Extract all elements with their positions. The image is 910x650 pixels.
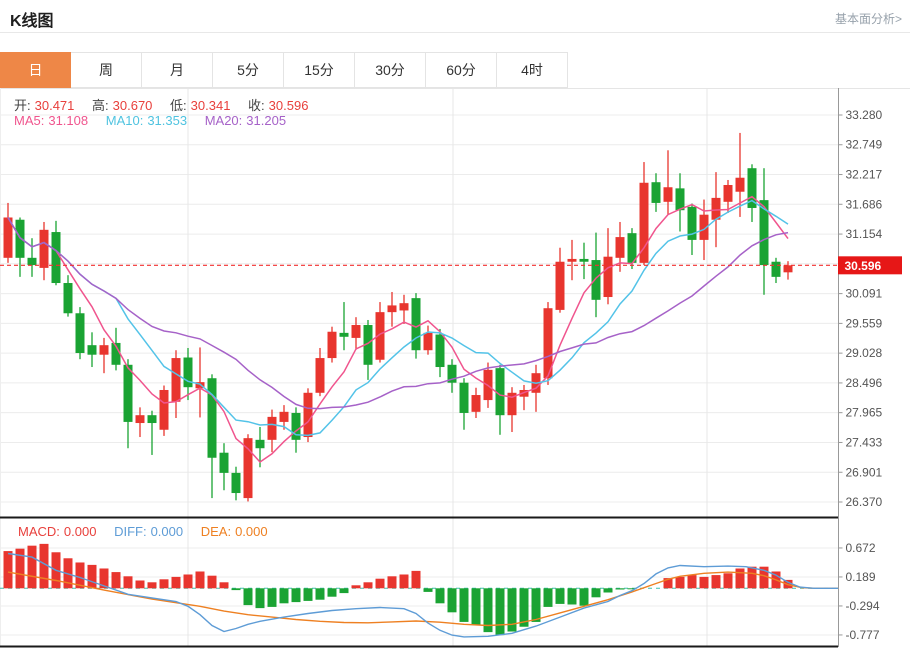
svg-text:32.749: 32.749 [846,138,883,152]
tab-day[interactable]: 日 [0,52,71,88]
svg-text:31.154: 31.154 [846,227,883,241]
svg-text:26.901: 26.901 [846,465,883,479]
fundamental-analysis-link[interactable]: 基本面分析> [834,12,902,26]
tab-week[interactable]: 周 [71,52,142,88]
bottom-border [0,645,838,648]
ma20-line [7,217,789,410]
tab-15min[interactable]: 15分 [284,52,355,88]
kline-chart-svg[interactable]: 33.280 32.749 32.217 31.686 31.154 30.091 29.5… [0,88,910,650]
svg-text:26.370: 26.370 [846,495,883,509]
page-title: K线图 [10,13,54,30]
tab-30min[interactable]: 30分 [355,52,426,88]
svg-text:31.686: 31.686 [846,197,883,211]
ma10-line [7,199,789,437]
tab-month[interactable]: 月 [142,52,213,88]
svg-text:27.965: 27.965 [846,406,883,420]
kline-chart-area[interactable]: 33.280 32.749 32.217 31.686 31.154 30.091 29.5… [0,88,910,650]
svg-text:-0.777: -0.777 [846,628,880,642]
svg-text:29.028: 29.028 [846,346,883,360]
svg-text:33.280: 33.280 [846,108,883,122]
price-axis: 33.280 32.749 32.217 31.686 31.154 30.091 29.5… [838,88,883,647]
dea-line [7,571,838,627]
price-badge: 30.596 [838,256,902,275]
svg-text:30.091: 30.091 [846,287,883,301]
svg-text:30.596: 30.596 [845,259,882,273]
tab-4hour[interactable]: 4时 [497,52,568,88]
svg-text:32.217: 32.217 [846,168,883,182]
tab-60min[interactable]: 60分 [426,52,497,88]
candles-group [3,132,793,502]
interval-tabbar: 日 周 月 5分 15分 30分 60分 4时 [0,52,568,88]
diff-line [7,552,838,638]
page-header: K线图 基本面分析> [0,0,910,33]
svg-text:0.672: 0.672 [846,541,876,555]
pane-separator [0,516,838,519]
svg-text:27.433: 27.433 [846,435,883,449]
svg-text:0.189: 0.189 [846,570,876,584]
ma5-line [7,195,789,463]
tab-5min[interactable]: 5分 [213,52,284,88]
svg-text:-0.294: -0.294 [846,599,880,613]
svg-text:28.496: 28.496 [846,376,883,390]
svg-text:29.559: 29.559 [846,316,883,330]
